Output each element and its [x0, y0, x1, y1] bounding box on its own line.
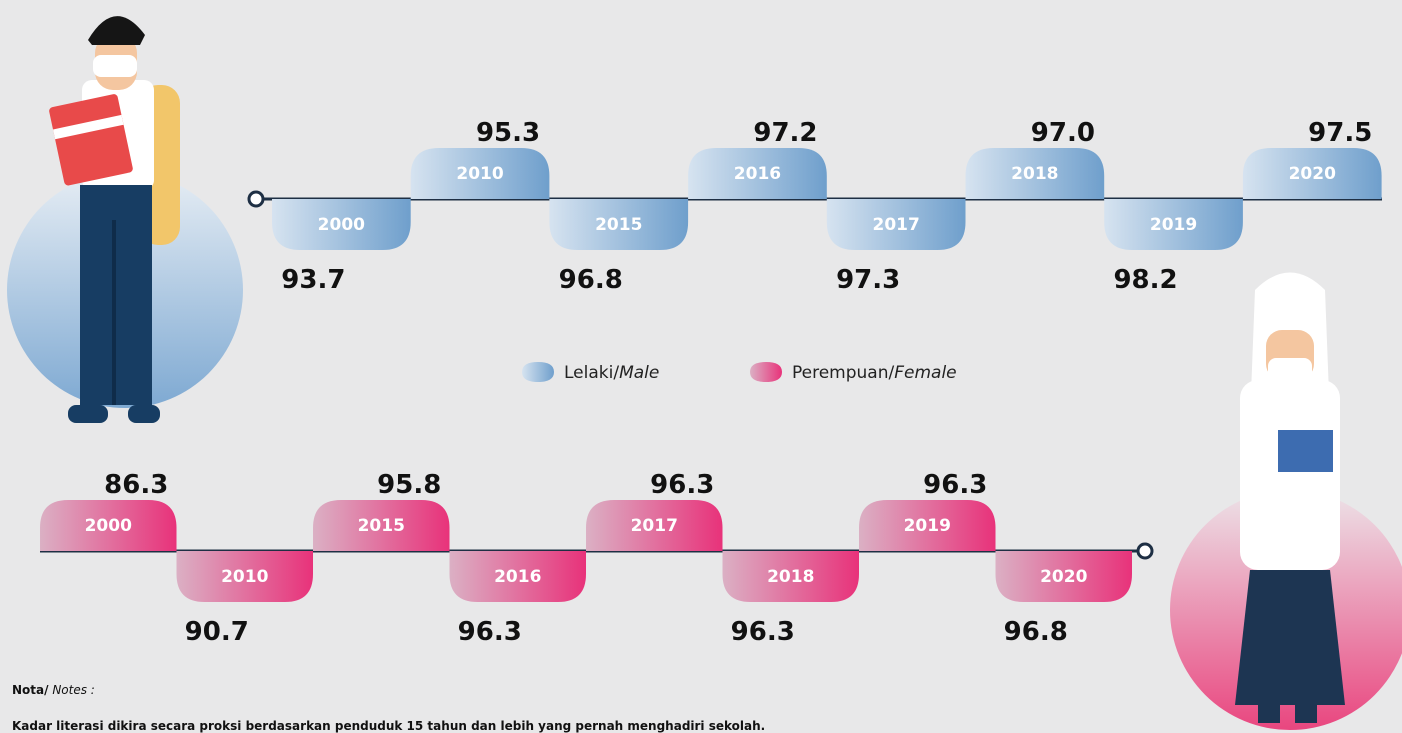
value-label: 96.8	[1004, 617, 1068, 647]
year-label: 2016	[494, 567, 541, 587]
female-figure	[1235, 272, 1345, 723]
year-label: 2015	[595, 215, 642, 235]
male-pill	[549, 199, 689, 250]
value-label: 90.7	[185, 617, 249, 647]
value-label: 95.3	[476, 118, 540, 148]
female-pill	[995, 551, 1132, 602]
notes-text: Kadar literasi dikira secara proksi berd…	[12, 719, 765, 733]
male-figure	[49, 16, 180, 423]
female-pill	[449, 551, 586, 602]
female-pill	[176, 551, 313, 602]
female-pill	[40, 500, 177, 551]
value-label: 98.2	[1113, 265, 1177, 295]
year-label: 2020	[1040, 567, 1087, 587]
year-label: 2015	[358, 516, 405, 536]
female-pill	[722, 551, 859, 602]
year-label: 2017	[631, 516, 678, 536]
legend-swatch-male	[522, 362, 554, 382]
value-label: 96.3	[650, 470, 714, 500]
value-label: 96.3	[731, 617, 795, 647]
male-pill	[272, 199, 411, 250]
value-label: 96.3	[458, 617, 522, 647]
legend-swatch-female	[750, 362, 782, 382]
year-label: 2020	[1289, 164, 1336, 184]
notes-label: Nota/ Notes :	[12, 683, 95, 697]
male-pill	[965, 148, 1105, 199]
value-label: 97.3	[836, 265, 900, 295]
male-pill	[826, 199, 966, 250]
female-pill	[313, 500, 450, 551]
value-label: 96.3	[923, 470, 987, 500]
value-label: 97.0	[1031, 118, 1095, 148]
value-label: 86.3	[104, 470, 168, 500]
value-label: 96.8	[559, 265, 623, 295]
male-timeline-start	[247, 190, 265, 208]
female-timeline-end	[1136, 542, 1154, 560]
female-pill	[859, 500, 996, 551]
male-pill	[410, 148, 550, 199]
female-pill	[586, 500, 723, 551]
year-label: 2010	[456, 164, 503, 184]
year-label: 2000	[85, 516, 132, 536]
legend-male: Lelaki/Male	[564, 363, 659, 383]
year-label: 2017	[872, 215, 919, 235]
value-label: 95.8	[377, 470, 441, 500]
year-label: 2018	[1011, 164, 1058, 184]
value-label: 93.7	[281, 265, 345, 295]
male-pill	[1242, 148, 1382, 199]
year-label: 2000	[318, 215, 365, 235]
legend-female: Perempuan/Female	[792, 363, 957, 383]
value-label: 97.5	[1308, 118, 1372, 148]
year-label: 2016	[734, 164, 781, 184]
value-label: 97.2	[753, 118, 817, 148]
year-label: 2019	[1150, 215, 1197, 235]
year-label: 2010	[221, 567, 268, 587]
male-pill	[688, 148, 827, 199]
male-pill	[1104, 199, 1243, 250]
year-label: 2019	[904, 516, 951, 536]
year-label: 2018	[767, 567, 814, 587]
